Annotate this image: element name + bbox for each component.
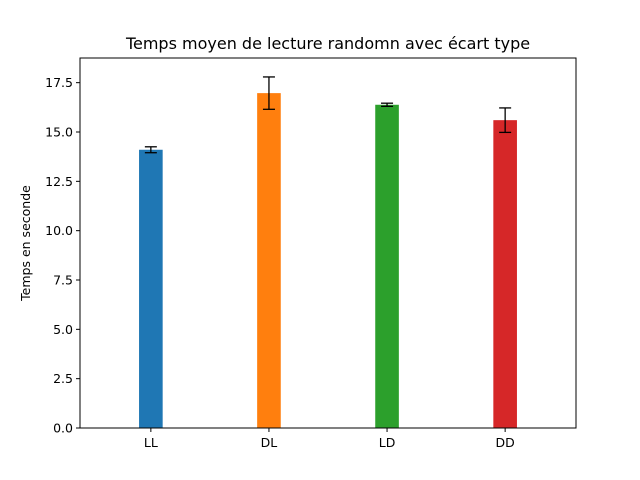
chart-title: Temps moyen de lecture randomn avec écar… <box>125 34 530 53</box>
error-bar-ll <box>144 146 157 154</box>
bar-ld <box>375 104 399 428</box>
y-axis-label: Temps en seconde <box>18 185 33 302</box>
bars-group <box>139 93 517 428</box>
error-bar-dd <box>499 107 512 134</box>
y-tick-label: 12.5 <box>45 174 73 189</box>
x-tick-label-dl: DL <box>261 435 278 450</box>
y-tick-label: 2.5 <box>53 371 73 386</box>
bar-dl <box>257 93 281 428</box>
x-tick-label-dd: DD <box>496 435 515 450</box>
y-tick-label: 10.0 <box>45 223 73 238</box>
bar-dd <box>493 120 517 428</box>
error-bar-dl <box>262 76 275 110</box>
bar-ll <box>139 149 163 428</box>
y-tick-label: 5.0 <box>53 322 73 337</box>
plot-frame <box>79 57 577 429</box>
y-tick-label: 15.0 <box>45 125 73 140</box>
error-bar-ld <box>381 102 394 107</box>
x-tick-label-ld: LD <box>379 435 396 450</box>
y-tick-label: 17.5 <box>45 75 73 90</box>
error-bars-group <box>144 76 512 154</box>
y-tick-label: 0.0 <box>53 421 73 436</box>
y-ticks-group: 0.0 2.5 5.0 7.5 10.0 12.5 15.0 17.5 <box>45 75 80 436</box>
x-ticks-group: LL DL LD DD <box>144 428 515 450</box>
x-tick-label-ll: LL <box>144 435 158 450</box>
y-tick-label: 7.5 <box>53 273 73 288</box>
